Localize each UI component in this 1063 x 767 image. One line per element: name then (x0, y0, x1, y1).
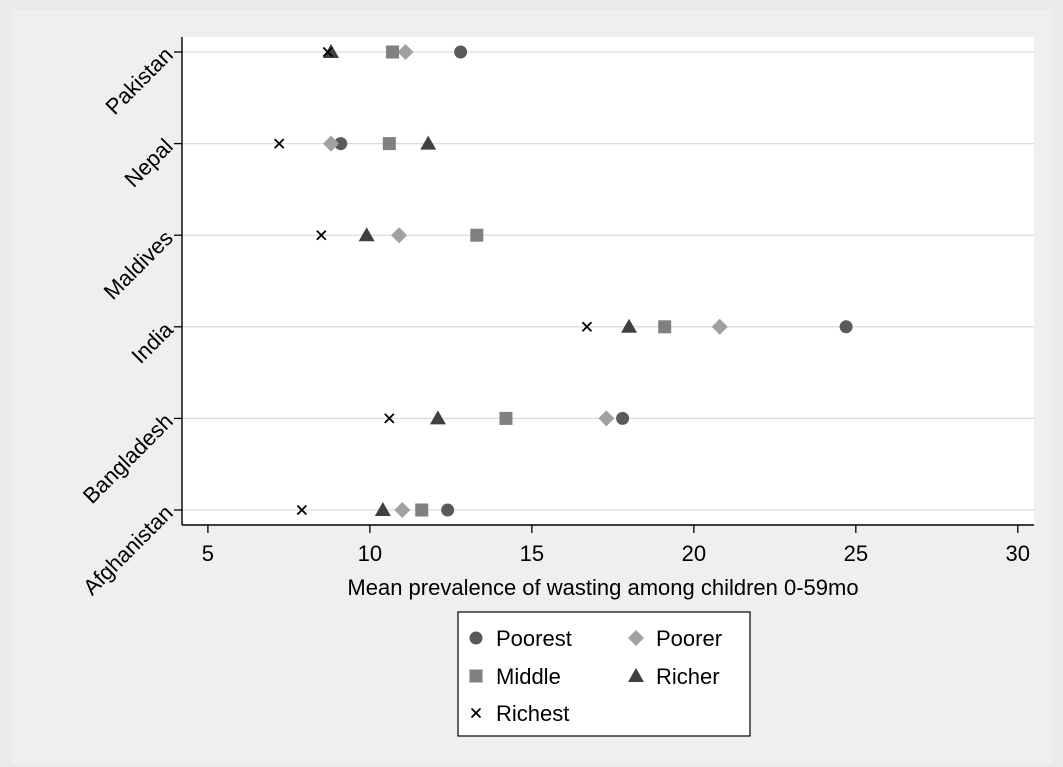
plot-area (182, 37, 1034, 525)
axes (181, 37, 1034, 526)
point-richer (621, 318, 638, 333)
legend-label-poorest: Poorest (496, 626, 572, 651)
point-poorer (711, 318, 728, 335)
point-middle (658, 320, 672, 334)
point-middle (386, 45, 400, 59)
point-richest (296, 504, 307, 516)
point-poorer (323, 135, 340, 152)
point-richer (420, 135, 437, 150)
legend-marker-poorest (469, 631, 483, 645)
point-richest (384, 413, 395, 424)
legend-box (457, 611, 751, 737)
x-axis-title: Mean prevalence of wasting among childre… (347, 575, 858, 600)
point-middle (470, 228, 484, 242)
point-poorest (839, 320, 853, 334)
legend-label-richer: Richer (656, 664, 720, 689)
x-tick-label: 15 (520, 541, 544, 566)
point-middle (415, 503, 429, 517)
point-richest (581, 321, 593, 332)
point-poorer (397, 44, 414, 60)
point-richer (429, 410, 446, 425)
point-richest (322, 46, 333, 58)
legend: Poorest Poorer Middle Richer Richest (457, 611, 751, 737)
legend-label-middle: Middle (496, 664, 561, 689)
point-richest (274, 138, 285, 149)
point-richer (374, 502, 391, 516)
x-tick-label: 30 (1006, 541, 1030, 566)
point-poorest (454, 45, 468, 59)
legend-marker-poorer (628, 630, 644, 646)
point-poorer (394, 502, 411, 518)
point-poorer (598, 410, 615, 427)
point-poorest (616, 411, 630, 425)
legend-marker-richest (470, 707, 482, 719)
legend-label-poorer: Poorer (656, 626, 722, 651)
point-middle (499, 411, 513, 425)
x-axis-ticks: 5 10 15 20 25 30 (202, 525, 1030, 566)
point-poorest (334, 137, 348, 151)
point-richest (316, 230, 327, 241)
legend-label-richest: Richest (496, 701, 569, 726)
x-tick-label: 5 (202, 541, 214, 566)
legend-marker-richer (628, 668, 644, 682)
point-richer (323, 44, 340, 58)
x-tick-label: 20 (682, 541, 706, 566)
x-tick-label: 10 (358, 541, 382, 566)
point-poorest (441, 503, 455, 517)
legend-marker-middle (469, 669, 483, 683)
data-points (274, 44, 853, 518)
point-middle (382, 137, 396, 151)
point-richer (358, 227, 375, 242)
x-tick-label: 25 (844, 541, 868, 566)
point-poorer (391, 227, 408, 244)
